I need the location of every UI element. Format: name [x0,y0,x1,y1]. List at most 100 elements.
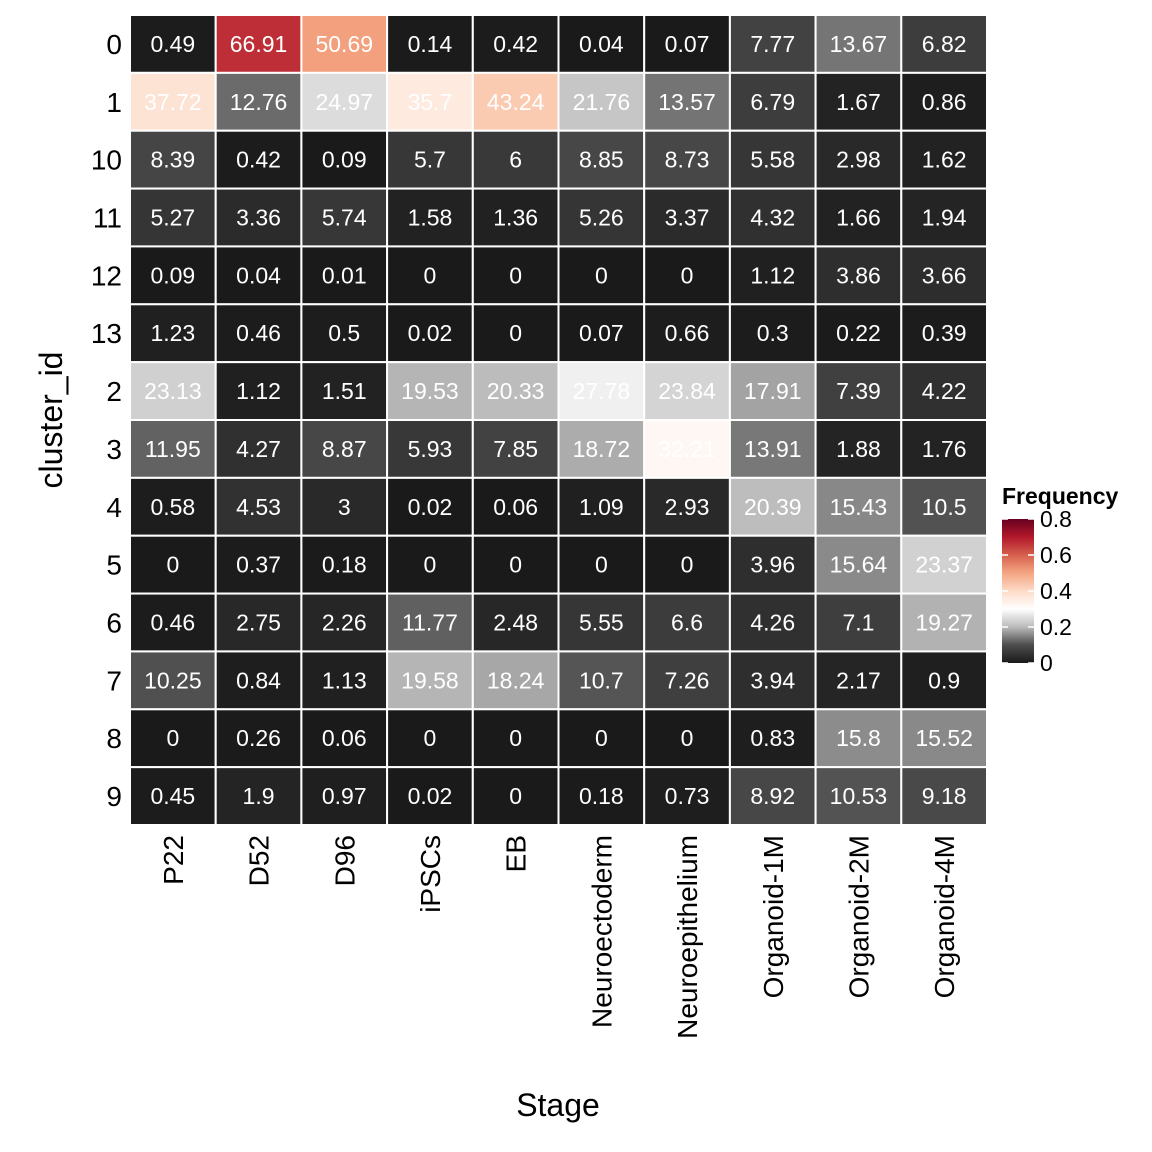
cell-value-label: 0.09 [150,262,195,288]
cell-value-label: 7.39 [836,378,881,404]
heatmap-cell [214,708,303,769]
cell-value-label: 0.02 [408,494,453,520]
heatmap-cell [643,476,731,537]
cell-value-label: 0.06 [322,725,367,751]
cell-value-label: 5.27 [150,205,195,231]
cell-value-label: 0.02 [408,783,453,809]
cell-value-label: 0 [509,725,522,751]
heatmap-cell [728,419,817,479]
cell-value-label: 1.88 [836,436,881,462]
heatmap-cell [814,534,903,595]
cell-value-label: 0.01 [322,262,367,288]
heatmap-cell [814,187,903,248]
cell-value-label: 0.3 [757,320,789,346]
cell-value-label: 2.48 [493,610,538,636]
cell-value-label: 2.17 [836,667,881,693]
y-tick-label: 13 [91,318,122,349]
cell-value-label: 8.92 [750,783,795,809]
cell-value-label: 6.6 [671,610,703,636]
legend-ticks: 0 0.2 0.4 0.6 0.8 [1002,506,1072,676]
heatmap-cell [728,708,817,769]
cell-value-label: 0 [595,725,608,751]
cell-value-label: 0.42 [493,31,538,57]
cell-value-label: 0 [424,552,437,578]
heatmap-cell [900,245,988,306]
heatmap-cell [900,71,988,132]
cell-value-label: 15.8 [836,725,881,751]
cell-value-label: 0 [424,725,437,751]
cell-value-label: 3.86 [836,262,881,288]
x-tick-label: D52 [244,835,275,886]
legend-tick-label: 0 [1040,650,1053,676]
cell-value-label: 3.96 [750,552,795,578]
cell-value-label: 5.7 [414,147,446,173]
x-axis-tick-labels: P22 D52 D96 iPSCs EB Neuroectoderm Neuroepithe… [158,835,960,1039]
heatmap-cell [900,187,988,248]
cell-value-label: 10.7 [579,667,624,693]
cell-value-label: 10.53 [830,783,888,809]
cell-value-label: 1.23 [150,320,195,346]
heatmap-cell [471,766,560,827]
cell-value-label: 37.72 [144,89,202,115]
cell-value-label: 0 [509,552,522,578]
heatmap-cell [643,71,731,132]
cell-value-label: 20.39 [744,494,802,520]
heatmap-cell [728,14,817,74]
cell-value-label: 0 [166,725,179,751]
cell-value-label: 0 [509,262,522,288]
cell-value-label: 17.91 [744,378,802,404]
cell-value-label: 13.67 [830,31,888,57]
cell-value-label: 1.51 [322,378,367,404]
heatmap-cell [129,129,217,190]
cell-value-label: 6.82 [922,31,967,57]
cell-value-label: 27.78 [573,378,631,404]
cell-value-label: 15.52 [915,725,973,751]
x-tick-label: Organoid-1M [758,835,789,998]
cell-value-label: 0.07 [579,320,624,346]
cell-value-label: 1.36 [493,205,538,231]
heatmap-cell [471,650,560,711]
cell-value-label: 5.58 [750,147,795,173]
heatmap-cell [728,245,817,306]
x-tick-label: Neuroectoderm [586,835,617,1028]
cell-value-label: 3.66 [922,262,967,288]
cell-value-label: 18.24 [487,667,545,693]
cell-value-label: 11.95 [145,436,201,462]
heatmap-cell [814,14,903,74]
cell-value-label: 15.64 [830,552,888,578]
x-tick-label: Neuroepithelium [672,835,703,1039]
cell-value-label: 66.91 [230,31,288,57]
cell-value-label: 0 [595,262,608,288]
cell-value-label: 13.57 [658,89,716,115]
heatmap-cell [129,650,217,711]
cell-value-label: 1.12 [236,378,281,404]
cell-value-label: 0 [509,320,522,346]
heatmap-cell [300,534,389,595]
legend-title: Frequency [1002,483,1119,509]
cell-value-label: 19.27 [915,610,973,636]
cell-value-label: 0.83 [750,725,795,751]
cell-value-label: 0.46 [236,320,281,346]
heatmap-cell [300,129,389,190]
x-axis-title: Stage [516,1087,600,1123]
heatmap-cell [900,303,988,364]
heatmap-cell [814,419,903,479]
cell-value-label: 0.07 [665,31,710,57]
heatmap-cell [300,650,389,711]
heatmap-cell [814,476,903,537]
cell-value-label: 4.22 [922,378,967,404]
heatmap-cell [471,71,560,132]
cell-value-label: 7.26 [665,667,710,693]
heatmap-cell [814,71,903,132]
cell-value-label: 5.26 [579,205,624,231]
heatmap-cell [900,361,988,421]
cell-value-label: 0.49 [150,31,195,57]
cell-value-label: 4.53 [236,494,281,520]
heatmap-cell [386,245,474,306]
heatmap-cell [814,245,903,306]
heatmap-cell [129,14,217,74]
heatmap-cell [557,476,646,537]
cell-value-label: 0.46 [150,610,195,636]
y-tick-label: 7 [106,665,122,696]
cell-value-label: 8.87 [322,436,367,462]
